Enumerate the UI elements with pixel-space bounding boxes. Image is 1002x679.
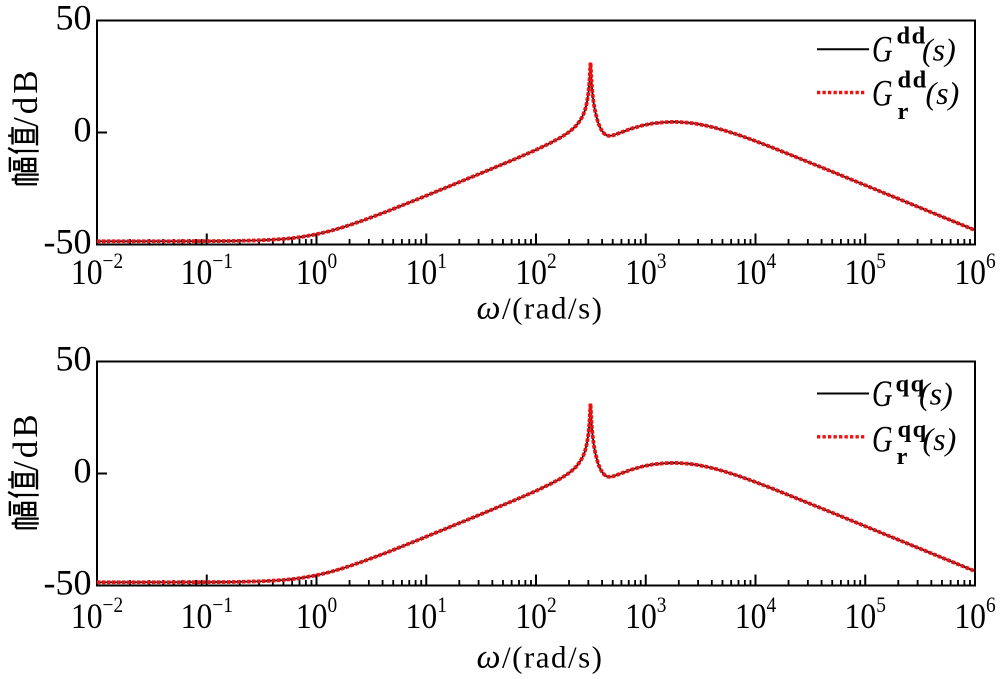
svg-text:dd: dd	[897, 23, 927, 50]
svg-text:qq: qq	[898, 416, 928, 443]
svg-text:r: r	[897, 443, 908, 470]
svg-text:qq: qq	[896, 371, 926, 398]
svg-text:(s): (s)	[923, 421, 957, 457]
svg-text:G: G	[872, 375, 893, 415]
svg-text:G: G	[872, 74, 893, 114]
svg-text:dd: dd	[898, 67, 928, 94]
svg-text:G: G	[872, 420, 893, 460]
svg-text:(s): (s)	[919, 376, 953, 412]
svg-text:G: G	[872, 30, 893, 70]
svg-text:(s): (s)	[926, 75, 960, 111]
svg-text:(s): (s)	[922, 31, 956, 67]
svg-text:r: r	[898, 98, 909, 125]
